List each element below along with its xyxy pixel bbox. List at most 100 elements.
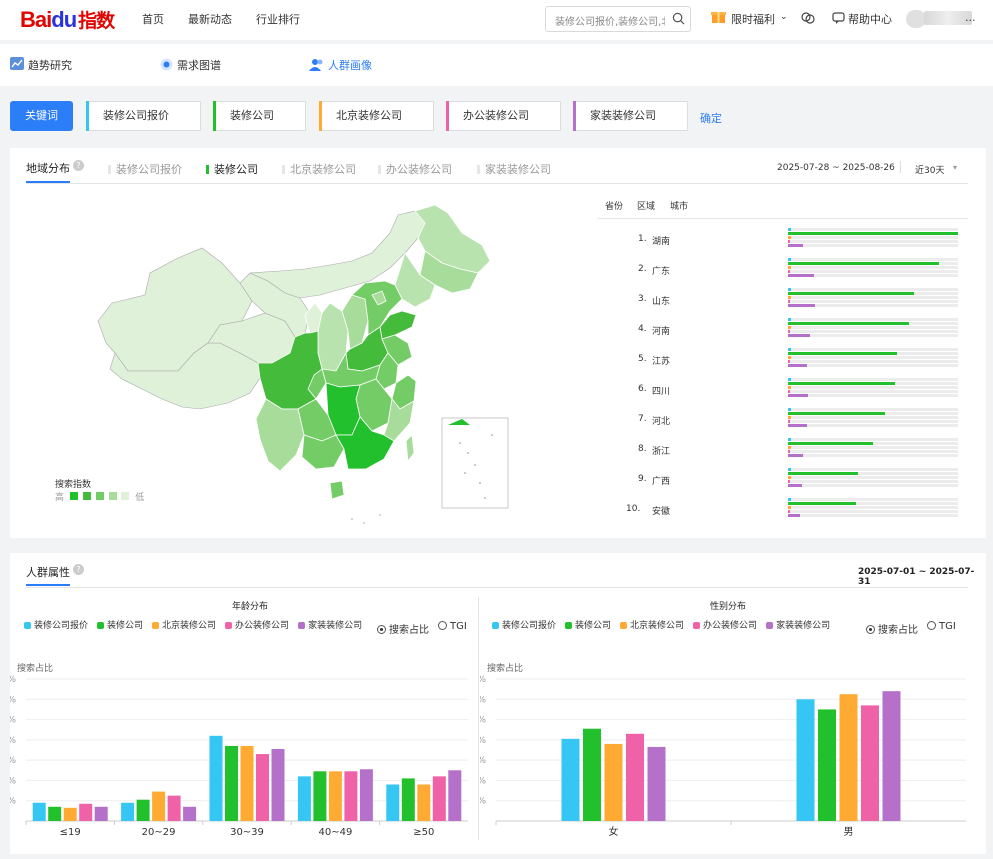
avatar[interactable]	[906, 10, 926, 28]
keyword-chip-1[interactable]: 装修公司报价	[86, 101, 201, 131]
region-panel: 地域分布 ? 装修公司报价 装修公司 北京装修公司 办公装修公司 家装装修公司 …	[10, 148, 986, 538]
nav-latest[interactable]: 最新动态	[188, 13, 232, 26]
keyword-chip-5[interactable]: 家装装修公司	[573, 101, 688, 131]
legend-item[interactable]: 北京装修公司	[620, 621, 684, 631]
keyword-label-button[interactable]: 关键词	[10, 101, 73, 131]
subtab-area[interactable]: 区域	[637, 202, 656, 212]
promo-link[interactable]: 限时福利	[731, 13, 775, 26]
search-icon[interactable]	[672, 12, 685, 25]
region-tab-3[interactable]: 北京装修公司	[282, 161, 356, 177]
chevron-down-icon[interactable]: ⌄	[780, 12, 788, 22]
bar[interactable]	[48, 806, 62, 821]
gender-bar-chart[interactable]: 10% 20% 30% 40% 50% 60% 70% 女 男	[480, 671, 980, 851]
baidu-index-logo[interactable]: Baidu 指数	[20, 6, 115, 33]
bar[interactable]	[448, 770, 462, 821]
bar[interactable]	[79, 803, 93, 821]
bar[interactable]	[136, 799, 150, 821]
bar[interactable]	[209, 735, 223, 821]
rank-row[interactable]: 10. 安徽	[598, 498, 978, 528]
legend-item[interactable]: 装修公司报价	[492, 621, 556, 631]
bar[interactable]	[152, 791, 166, 821]
region-tab-2[interactable]: 装修公司	[206, 161, 258, 177]
age-radio-tgi[interactable]: TGI	[438, 621, 467, 632]
skin-icon[interactable]	[801, 11, 815, 25]
bar[interactable]	[604, 743, 623, 821]
rank-row[interactable]: 7. 河北	[598, 408, 978, 438]
bar[interactable]	[359, 769, 373, 821]
help-icon[interactable]: ?	[73, 564, 84, 575]
bar[interactable]	[882, 691, 901, 821]
bar[interactable]	[626, 733, 644, 821]
china-map[interactable]	[90, 203, 520, 533]
bar[interactable]	[32, 802, 46, 821]
bar[interactable]	[240, 745, 254, 821]
rank-row[interactable]: 4. 河南	[598, 318, 978, 348]
rank-row[interactable]: 1. 湖南	[598, 228, 978, 258]
help-center-link[interactable]: 帮助中心	[848, 13, 892, 26]
bar[interactable]	[183, 806, 197, 821]
rank-row[interactable]: 3. 山东	[598, 288, 978, 318]
legend-item[interactable]: 装修公司	[97, 621, 143, 631]
age-radio-share[interactable]: 搜索占比	[377, 621, 429, 636]
region-tab-1[interactable]: 装修公司报价	[108, 161, 182, 177]
rank-row[interactable]: 9. 广西	[598, 468, 978, 498]
y-tick-label: 10%	[10, 797, 16, 807]
bar[interactable]	[94, 806, 108, 821]
help-icon[interactable]: ?	[73, 160, 84, 171]
bar[interactable]	[839, 694, 858, 821]
keyword-chip-4[interactable]: 办公装修公司	[446, 101, 561, 131]
confirm-button[interactable]: 确定	[700, 112, 722, 125]
bar[interactable]	[861, 705, 879, 821]
bar[interactable]	[313, 771, 327, 821]
nav-home[interactable]: 首页	[142, 13, 164, 26]
bar[interactable]	[417, 784, 431, 821]
keyword-chip-2[interactable]: 装修公司	[213, 101, 306, 131]
search-box[interactable]: 装修公司报价,装修公司,北京装修公司	[545, 6, 691, 32]
legend-item[interactable]: 装修公司	[565, 621, 611, 631]
gender-radio-tgi[interactable]: TGI	[927, 621, 956, 632]
legend-item[interactable]: 办公装修公司	[225, 621, 289, 631]
region-tab-5[interactable]: 家装装修公司	[477, 161, 551, 177]
caret-down-icon[interactable]: ▾	[953, 163, 958, 172]
subnav-trend[interactable]: 趋势研究	[28, 59, 72, 72]
subtab-province[interactable]: 省份	[605, 202, 624, 212]
bar[interactable]	[583, 728, 601, 821]
bar[interactable]	[225, 745, 238, 821]
bar[interactable]	[818, 709, 836, 821]
bar[interactable]	[401, 778, 415, 821]
rank-row[interactable]: 5. 江苏	[598, 348, 978, 378]
search-input[interactable]: 装修公司报价,装修公司,北京装修公司	[555, 17, 665, 28]
subnav-demand-graph[interactable]: 需求图谱	[177, 59, 221, 72]
bar[interactable]	[271, 748, 285, 821]
bar[interactable]	[561, 738, 580, 821]
keyword-chip-3[interactable]: 北京装修公司	[319, 101, 434, 131]
subnav-crowd-portrait[interactable]: 人群画像	[328, 59, 372, 72]
tab-color-bar	[108, 165, 111, 174]
gender-radio-share[interactable]: 搜索占比	[866, 621, 918, 636]
bar[interactable]	[647, 746, 666, 821]
bar[interactable]	[344, 771, 358, 821]
bar[interactable]	[432, 776, 446, 821]
bar[interactable]	[297, 776, 311, 821]
bar[interactable]	[796, 699, 815, 821]
bar[interactable]	[328, 771, 342, 821]
rank-row[interactable]: 6. 四川	[598, 378, 978, 408]
period-select[interactable]: 近30天	[915, 166, 945, 176]
legend-item[interactable]: 北京装修公司	[152, 621, 216, 631]
bar[interactable]	[167, 795, 181, 821]
subtab-city[interactable]: 城市	[670, 202, 689, 212]
legend-item[interactable]: 办公装修公司	[693, 621, 757, 631]
rank-row[interactable]: 2. 广东	[598, 258, 978, 288]
legend-item[interactable]: 家装装修公司	[766, 621, 830, 631]
bar[interactable]	[386, 784, 400, 821]
bar[interactable]	[63, 807, 77, 821]
bar[interactable]	[121, 802, 135, 821]
age-bar-chart[interactable]: 10% 20% 30% 40% 50% 60% 70% ≤19 20~29 30~39 40~49 ≥…	[10, 671, 475, 851]
rank-row[interactable]: 8. 浙江	[598, 438, 978, 468]
legend-item[interactable]: 家装装修公司	[298, 621, 362, 631]
region-tab-4[interactable]: 办公装修公司	[378, 161, 452, 177]
bar[interactable]	[256, 754, 269, 821]
username-blurred[interactable]	[924, 11, 972, 25]
legend-item[interactable]: 装修公司报价	[24, 621, 88, 631]
nav-ranking[interactable]: 行业排行	[256, 13, 300, 26]
